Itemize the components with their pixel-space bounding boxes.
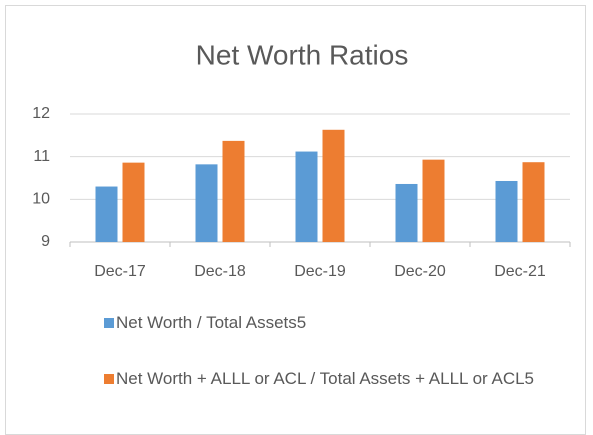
bar: [122, 162, 145, 242]
legend-swatch: [104, 374, 114, 384]
bar: [222, 140, 245, 242]
bar: [95, 186, 118, 242]
bar: [422, 159, 445, 242]
bar: [295, 151, 318, 242]
legend-label: Net Worth / Total Assets5: [116, 313, 307, 332]
chart-title: Net Worth Ratios: [196, 39, 409, 70]
legend-item: Net Worth / Total Assets5: [104, 310, 584, 336]
y-tick-label: 10: [32, 191, 50, 208]
legend: Net Worth / Total Assets5 Net Worth + ALL…: [104, 310, 584, 422]
bar: [322, 129, 345, 242]
y-tick-label: 11: [33, 148, 50, 165]
bar: [522, 162, 545, 242]
bar: [395, 183, 418, 242]
bar: [195, 164, 218, 242]
x-tick-label: Dec-20: [394, 263, 446, 280]
legend-item: Net Worth + ALLL or ACL / Total Assets +…: [104, 366, 584, 392]
x-tick-label: Dec-17: [94, 263, 146, 280]
x-tick-label: Dec-19: [294, 263, 346, 280]
bar: [495, 180, 518, 242]
legend-label: Net Worth + ALLL or ACL / Total Assets +…: [116, 369, 535, 388]
x-tick-label: Dec-21: [494, 263, 546, 280]
y-tick-label: 12: [32, 105, 50, 122]
y-tick-label: 9: [41, 233, 50, 250]
legend-swatch: [104, 318, 114, 328]
x-tick-label: Dec-18: [194, 263, 246, 280]
